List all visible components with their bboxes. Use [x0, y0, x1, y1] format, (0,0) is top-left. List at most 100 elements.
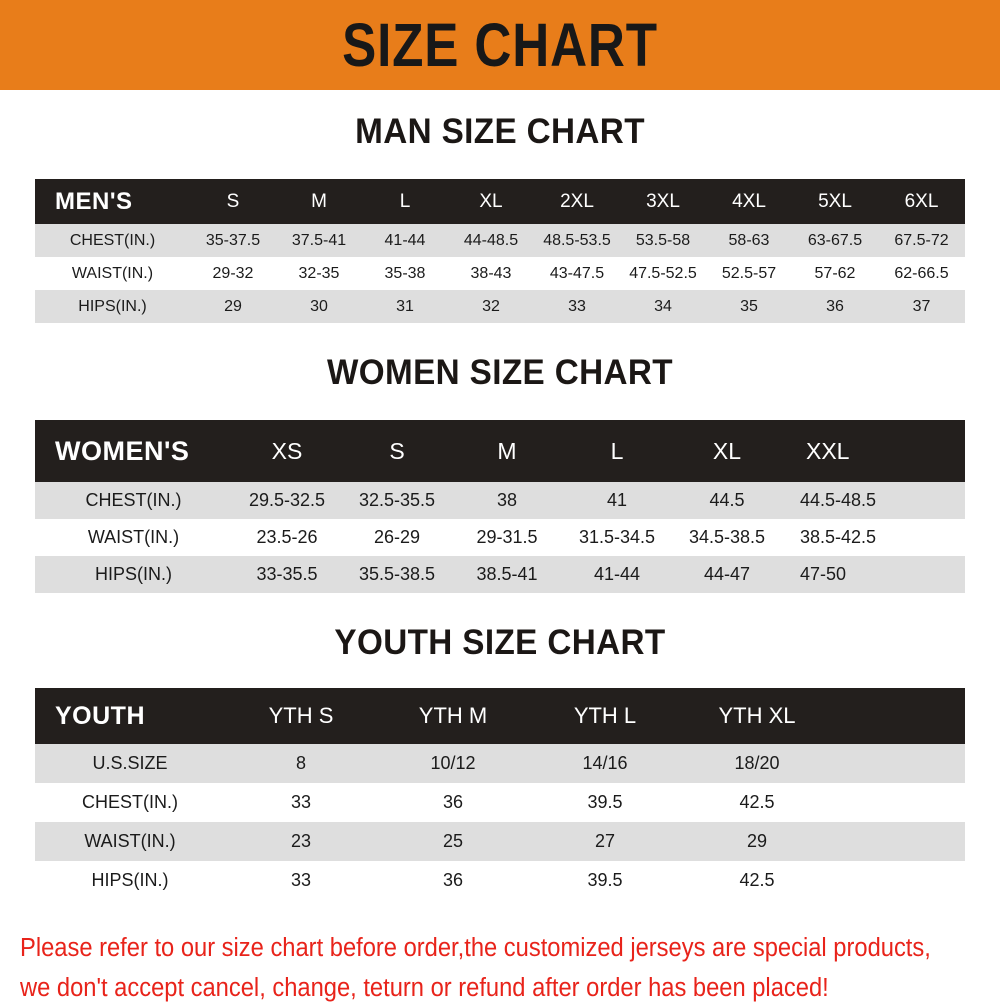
men-col-header-6: 4XL: [732, 190, 766, 212]
men-col-header-5: 3XL: [646, 190, 680, 212]
youth-cell-0-3: 18/20: [734, 753, 780, 773]
women-corner-label: WOMEN'S: [55, 435, 190, 466]
youth-col-header-1: YTH M: [418, 703, 488, 728]
youth-cell-2-2: 27: [594, 831, 616, 851]
women-cell-0-1: 32.5-35.5: [358, 490, 436, 510]
women-cell-1-4: 34.5-38.5: [688, 527, 766, 547]
women-cell-2-1: 35.5-38.5: [358, 564, 436, 584]
youth-cell-1-2: 39.5: [587, 792, 623, 812]
table-row: U.S.SIZE 8 10/12 14/16 18/20: [35, 744, 965, 783]
youth-cell-1-1: 36: [442, 792, 464, 812]
disclaimer-line-1: Please refer to our size chart before or…: [20, 934, 931, 962]
youth-corner-label: YOUTH: [55, 701, 145, 730]
women-header-row: WOMEN'S XS S M L XL XXL: [35, 420, 965, 482]
youth-col-header-4: [833, 688, 965, 744]
youth-chart-wrap: YOUTH YTH S YTH M YTH L YTH XL U.S.SIZE …: [35, 688, 965, 900]
women-cell-1-2: 29-31.5: [476, 527, 538, 547]
women-row-label-0: CHEST(IN.): [85, 490, 182, 510]
table-row: WAIST(IN.) 29-32 32-35 35-38 38-43 43-47…: [35, 257, 965, 290]
men-header-row: MEN'S S M L XL 2XL 3XL 4XL 5XL 6XL: [35, 179, 965, 224]
youth-row-label-2: WAIST(IN.): [84, 831, 176, 851]
youth-row-label-1: CHEST(IN.): [82, 792, 178, 812]
men-cell-0-3: 44-48.5: [463, 231, 519, 249]
men-table-body: CHEST(IN.) 35-37.5 37.5-41 41-44 44-48.5…: [35, 224, 965, 323]
men-col-header-2: L: [399, 190, 411, 212]
youth-cell-2-4: [833, 822, 965, 861]
women-col-header-5: XXL: [806, 437, 850, 464]
youth-header-row: YOUTH YTH S YTH M YTH L YTH XL: [35, 688, 965, 744]
men-cell-2-7: 36: [826, 297, 844, 315]
women-cell-0-2: 38: [496, 490, 518, 510]
women-row-label-1: WAIST(IN.): [87, 527, 180, 547]
men-cell-0-6: 58-63: [728, 231, 770, 249]
women-cell-1-0: 23.5-26: [256, 527, 318, 547]
youth-size-table: YOUTH YTH S YTH M YTH L YTH XL U.S.SIZE …: [35, 688, 965, 900]
men-cell-2-5: 34: [654, 297, 672, 315]
women-col-header-0: XS: [271, 437, 303, 464]
women-cell-1-5: 38.5-42.5: [800, 527, 877, 547]
men-cell-0-8: 67.5-72: [894, 231, 949, 249]
women-col-header-4: XL: [712, 437, 742, 464]
youth-col-header-2: YTH L: [573, 703, 637, 728]
youth-cell-3-1: 36: [442, 870, 464, 890]
youth-cell-0-4: [833, 744, 965, 783]
men-row-label-0: CHEST(IN.): [69, 231, 156, 249]
youth-row-label-0: U.S.SIZE: [92, 753, 168, 773]
women-cell-1-1: 26-29: [373, 527, 421, 547]
men-cell-1-6: 52.5-57: [721, 264, 777, 282]
women-cell-2-5: 47-50: [800, 564, 847, 584]
table-row: WAIST(IN.) 23.5-26 26-29 29-31.5 31.5-34…: [35, 519, 965, 556]
men-cell-1-1: 32-35: [298, 264, 340, 282]
youth-col-header-3: YTH XL: [718, 703, 796, 728]
men-cell-1-8: 62-66.5: [894, 264, 949, 282]
table-row: CHEST(IN.) 35-37.5 37.5-41 41-44 44-48.5…: [35, 224, 965, 257]
women-section-title: WOMEN SIZE CHART: [327, 353, 673, 392]
youth-cell-1-3: 42.5: [739, 792, 775, 812]
men-cell-1-7: 57-62: [814, 264, 856, 282]
youth-table-head: YOUTH YTH S YTH M YTH L YTH XL: [35, 688, 965, 744]
youth-cell-0-2: 14/16: [582, 753, 628, 773]
men-row-label-1: WAIST(IN.): [71, 264, 154, 282]
women-col-header-2: M: [497, 437, 517, 464]
men-cell-2-1: 30: [310, 297, 328, 315]
women-cell-0-4: 44.5: [709, 490, 745, 510]
table-row: CHEST(IN.) 29.5-32.5 32.5-35.5 38 41 44.…: [35, 482, 965, 519]
women-cell-2-2: 38.5-41: [476, 564, 538, 584]
men-cell-2-4: 33: [568, 297, 586, 315]
youth-cell-2-1: 25: [442, 831, 464, 851]
women-cell-2-0: 33-35.5: [256, 564, 318, 584]
men-cell-2-6: 35: [740, 297, 758, 315]
men-cell-0-0: 35-37.5: [205, 231, 261, 249]
youth-section-title: YOUTH SIZE CHART: [334, 623, 666, 662]
men-cell-2-3: 32: [482, 297, 500, 315]
youth-cell-3-0: 33: [290, 870, 312, 890]
men-cell-1-4: 43-47.5: [549, 264, 605, 282]
men-size-table: MEN'S S M L XL 2XL 3XL 4XL 5XL 6XL CHEST…: [35, 179, 965, 323]
men-section-title: MAN SIZE CHART: [355, 112, 645, 151]
men-cell-2-2: 31: [396, 297, 414, 315]
women-size-table: WOMEN'S XS S M L XL XXL CHEST(IN.) 29.5-…: [35, 420, 965, 593]
men-corner-label: MEN'S: [55, 187, 133, 215]
women-col-header-1: S: [389, 437, 405, 464]
men-cell-1-5: 47.5-52.5: [629, 264, 697, 282]
men-col-header-3: XL: [479, 190, 503, 212]
women-cell-0-3: 41: [606, 490, 628, 510]
disclaimer-line-2: we don't accept cancel, change, teturn o…: [20, 974, 829, 1002]
youth-row-label-3: HIPS(IN.): [91, 870, 169, 890]
women-cell-0-0: 29.5-32.5: [248, 490, 326, 510]
youth-cell-3-3: 42.5: [739, 870, 775, 890]
men-cell-2-8: 37: [912, 297, 931, 315]
youth-cell-2-3: 29: [746, 831, 768, 851]
table-row: WAIST(IN.) 23 25 27 29: [35, 822, 965, 861]
women-table-body: CHEST(IN.) 29.5-32.5 32.5-35.5 38 41 44.…: [35, 482, 965, 593]
women-cell-2-3: 41-44: [593, 564, 641, 584]
women-cell-1-3: 31.5-34.5: [578, 527, 656, 547]
youth-cell-1-0: 33: [290, 792, 312, 812]
women-cell-0-5: 44.5-48.5: [800, 490, 877, 510]
women-col-header-3: L: [610, 437, 624, 464]
men-cell-0-7: 63-67.5: [807, 231, 863, 249]
men-col-header-0: S: [226, 190, 240, 212]
men-cell-0-2: 41-44: [384, 231, 426, 249]
table-row: HIPS(IN.) 33-35.5 35.5-38.5 38.5-41 41-4…: [35, 556, 965, 593]
